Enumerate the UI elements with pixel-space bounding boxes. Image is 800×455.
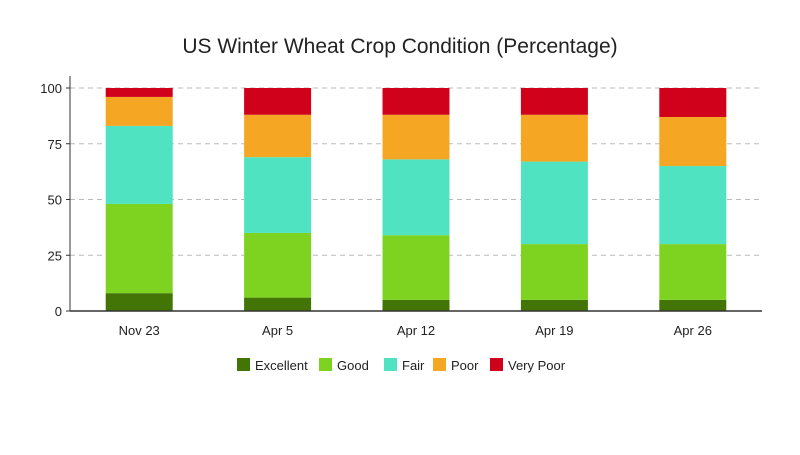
bar-segment-excellent [659, 299, 727, 311]
bar-segment-good [520, 244, 588, 300]
bar-segment-excellent [105, 293, 173, 311]
bar-segment-poor [382, 114, 450, 160]
y-tick-label: 100 [40, 81, 62, 96]
bar-segment-very-poor [659, 88, 727, 117]
legend-swatch [490, 358, 503, 371]
x-tick-label: Apr 5 [262, 323, 293, 338]
bar-segment-fair [659, 166, 727, 245]
bar-segment-good [244, 232, 312, 298]
x-tick-label: Apr 12 [397, 323, 435, 338]
legend-label: Excellent [255, 358, 308, 373]
x-tick-label: Apr 19 [535, 323, 573, 338]
bar-segment-poor [659, 116, 727, 167]
legend-label: Fair [402, 358, 425, 373]
bar-segment-excellent [244, 297, 312, 311]
bar-segment-poor [105, 96, 173, 126]
y-tick-label: 50 [48, 193, 62, 208]
legend-swatch [237, 358, 250, 371]
legend-label: Very Poor [508, 358, 566, 373]
bar-segment-excellent [520, 299, 588, 311]
bar-segment-poor [520, 114, 588, 162]
chart-title: US Winter Wheat Crop Condition (Percenta… [182, 35, 617, 58]
y-tick-label: 75 [48, 137, 62, 152]
legend-label: Poor [451, 358, 479, 373]
legend-swatch [319, 358, 332, 371]
bar-segment-fair [244, 157, 312, 233]
y-tick-label: 25 [48, 248, 62, 263]
x-tick-label: Nov 23 [119, 323, 160, 338]
bar-segment-fair [105, 125, 173, 204]
bar-segment-fair [382, 159, 450, 236]
bar-segment-good [659, 244, 727, 300]
bar-segment-good [105, 203, 173, 294]
bar-segment-poor [244, 114, 312, 158]
bar-segment-very-poor [244, 88, 312, 115]
bar-segment-very-poor [105, 88, 173, 97]
bar-segment-very-poor [520, 88, 588, 115]
legend-swatch [384, 358, 397, 371]
legend-swatch [433, 358, 446, 371]
bar-segment-good [382, 235, 450, 300]
x-tick-label: Apr 26 [674, 323, 712, 338]
bar-segment-very-poor [382, 88, 450, 115]
y-tick-label: 0 [55, 304, 62, 319]
bar-segment-excellent [382, 299, 450, 311]
legend-label: Good [337, 358, 369, 373]
bar-segment-fair [520, 161, 588, 245]
